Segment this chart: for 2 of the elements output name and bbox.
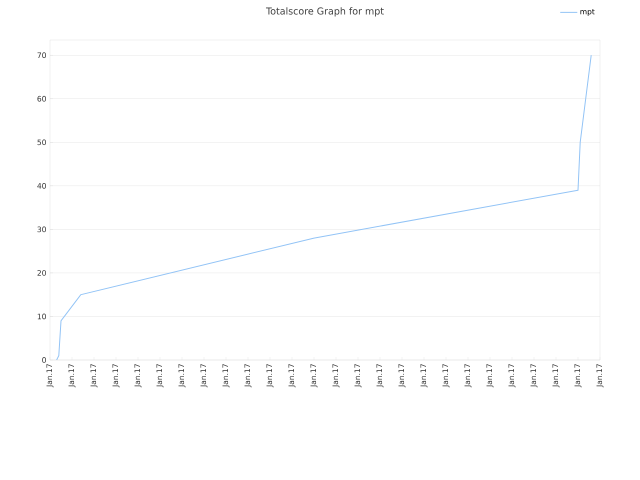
line-series xyxy=(56,54,592,360)
chart-title: Totalscore Graph for mpt xyxy=(266,7,384,16)
